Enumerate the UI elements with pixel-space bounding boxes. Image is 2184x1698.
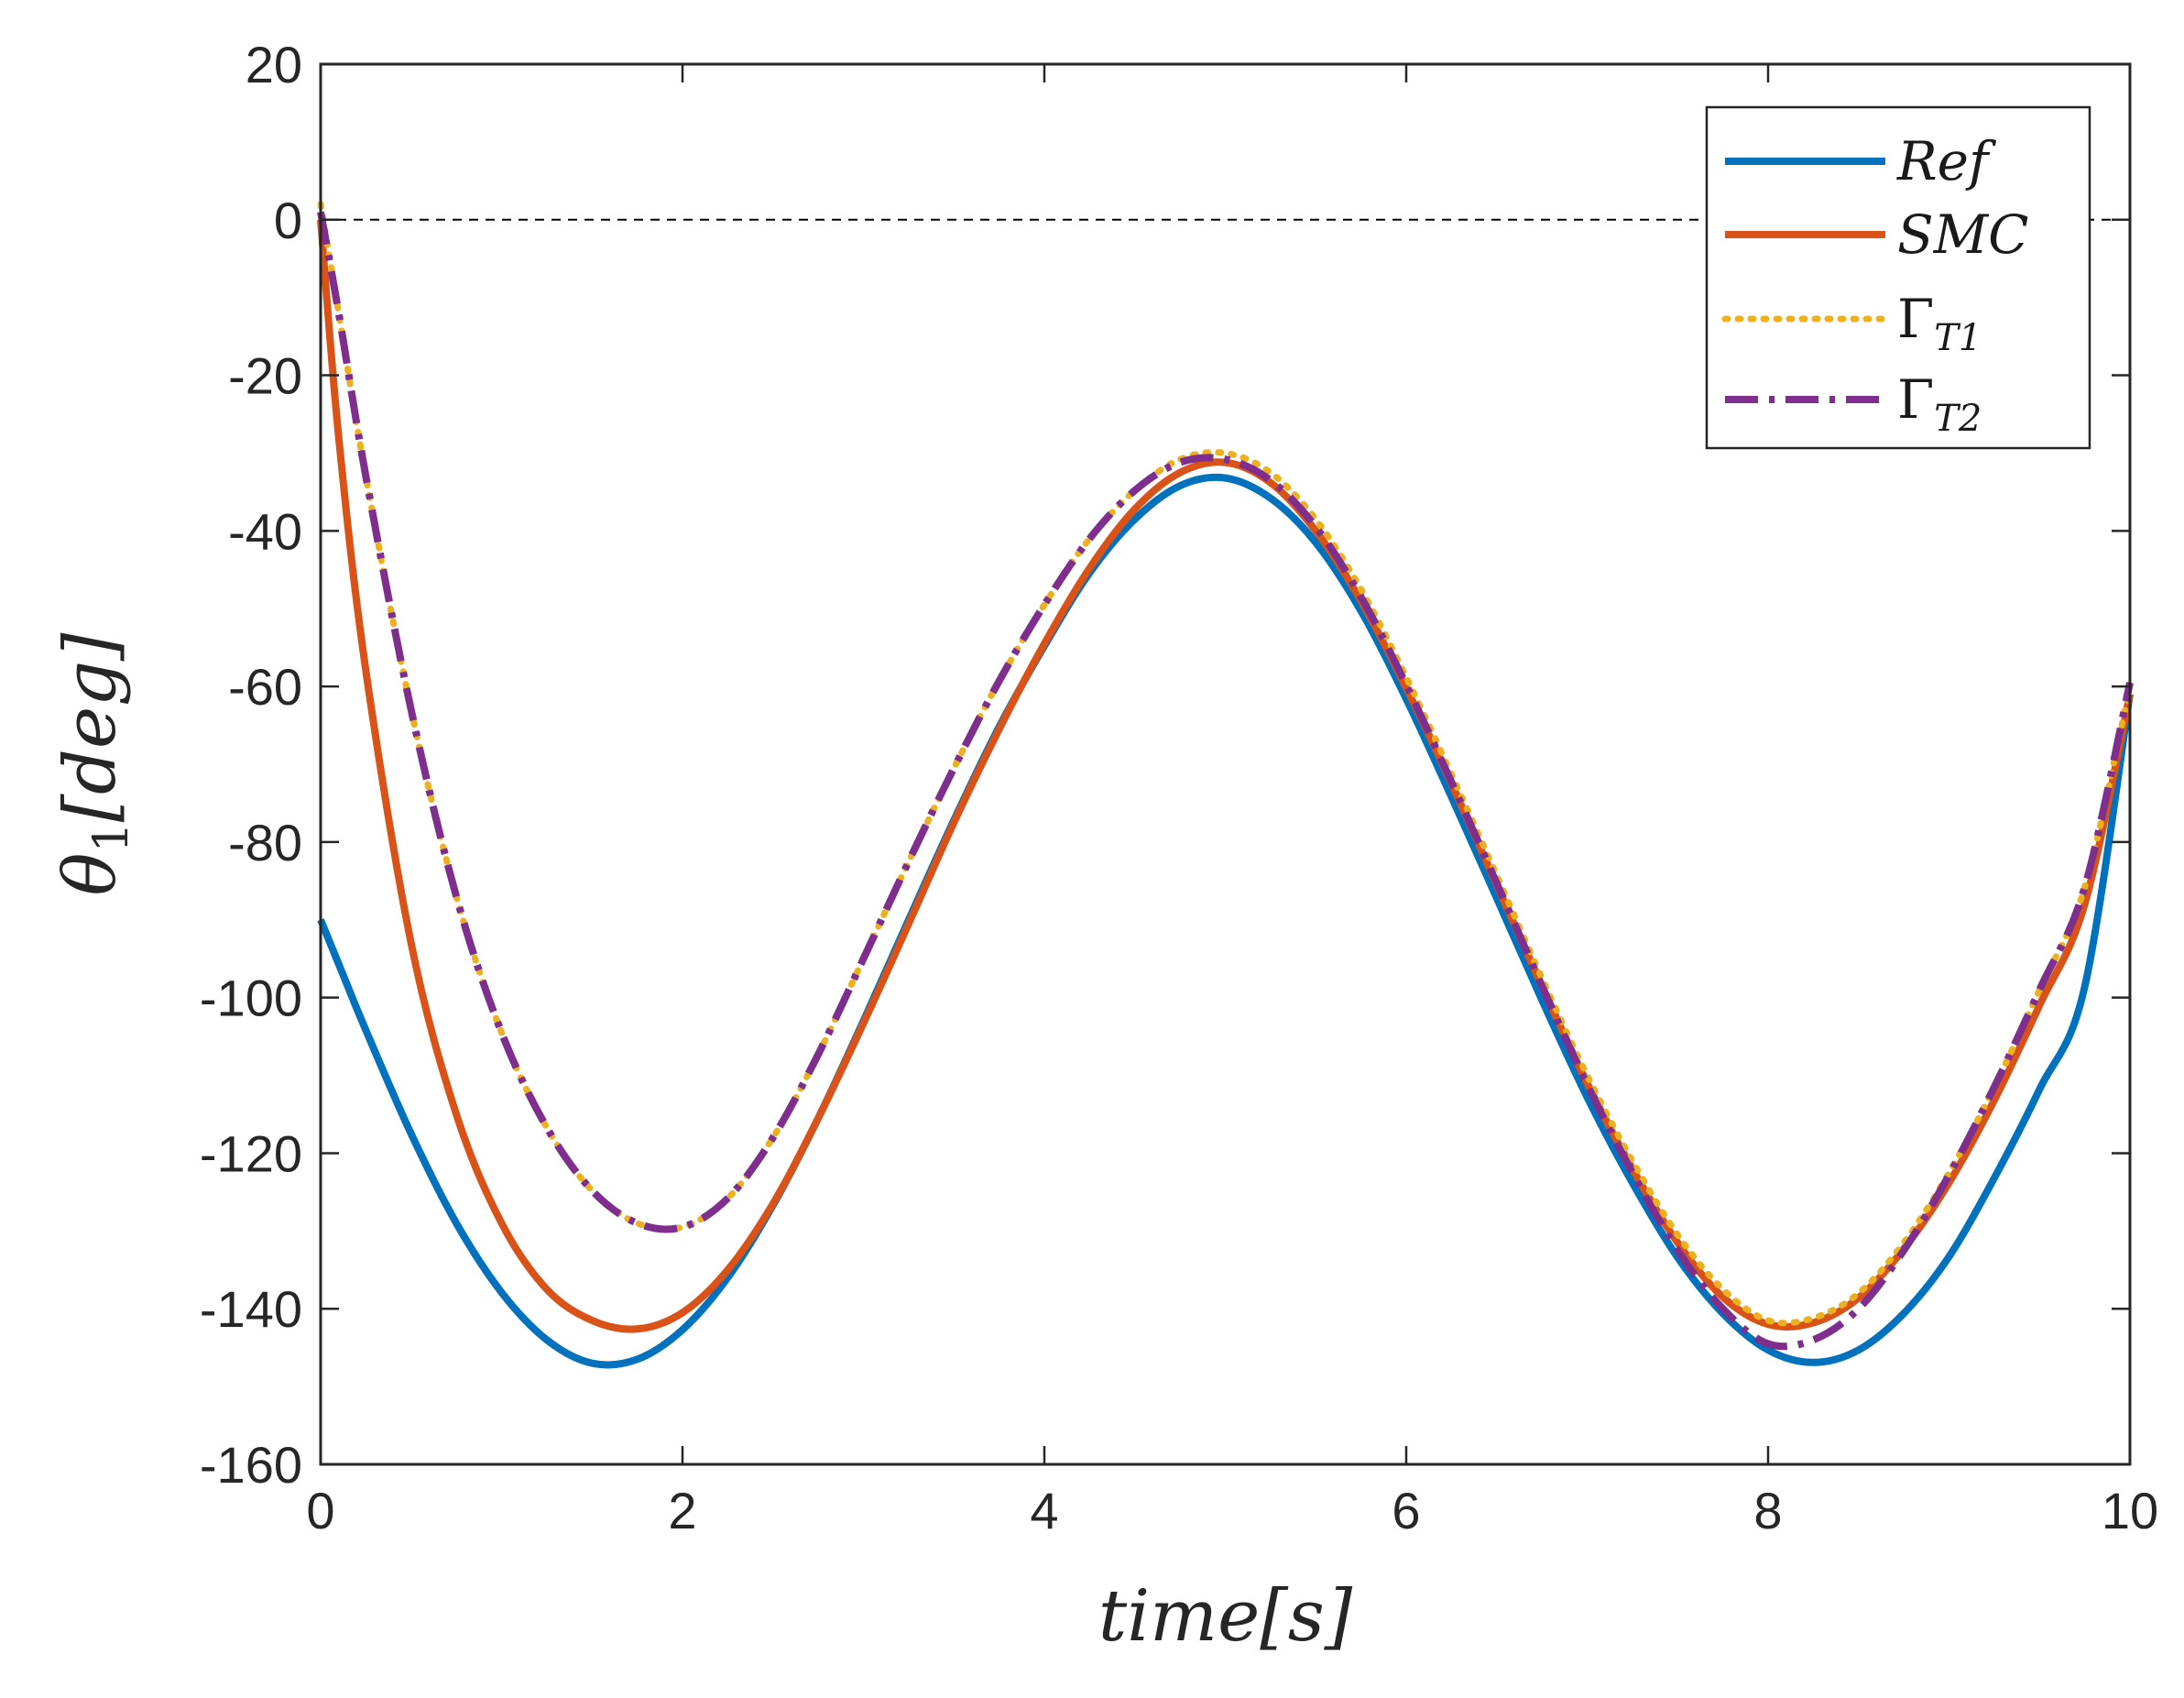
series-layer — [317, 201, 2134, 1369]
series-line-smc — [317, 219, 2134, 1333]
x-tick-label: 8 — [1753, 1482, 1782, 1539]
y-axis-title-subscript: 1 — [84, 822, 139, 852]
y-axis-title-symbol: θ — [49, 853, 132, 896]
y-axis-title-unit: [deg] — [49, 632, 132, 822]
y-tick-label: -60 — [228, 658, 302, 716]
x-tick-label: 0 — [306, 1482, 334, 1539]
x-axis-title: time[s] — [1098, 1575, 1353, 1658]
y-tick-label: -140 — [200, 1280, 302, 1338]
series-line-ref — [317, 473, 2134, 1369]
x-axis-ticks: 0 2 4 6 8 10 — [306, 64, 2158, 1539]
legend-label: SMC — [1897, 203, 2029, 266]
x-tick-label: 6 — [1392, 1482, 1420, 1539]
y-tick-label: -80 — [228, 814, 302, 871]
legend-label: ΓT1 — [1897, 288, 1982, 359]
legend-label: ΓT2 — [1897, 368, 1982, 440]
y-tick-label: 0 — [274, 192, 302, 249]
y-tick-label: -20 — [228, 347, 302, 405]
y-tick-label: 20 — [246, 36, 302, 93]
series-line-gamma-t2 — [317, 211, 2134, 1351]
y-tick-label: -120 — [200, 1124, 302, 1182]
x-tick-label: 4 — [1030, 1482, 1058, 1539]
y-axis-ticks: 20 0 -20 -40 -60 -80 -100 -120 -140 -160 — [200, 36, 2130, 1494]
plot-frame — [319, 62, 2132, 1466]
legend: Ref SMC ΓT1 ΓT2 — [1705, 105, 2091, 450]
x-tick-label: 10 — [2102, 1482, 2158, 1539]
y-tick-label: -100 — [200, 970, 302, 1027]
x-tick-label: 2 — [668, 1482, 696, 1539]
y-tick-label: -160 — [200, 1436, 302, 1494]
series-line-gamma-t1 — [317, 201, 2134, 1327]
y-axis-title: θ1[deg] — [49, 632, 139, 896]
legend-label: Ref — [1896, 130, 1997, 192]
y-tick-label: -40 — [228, 502, 302, 560]
